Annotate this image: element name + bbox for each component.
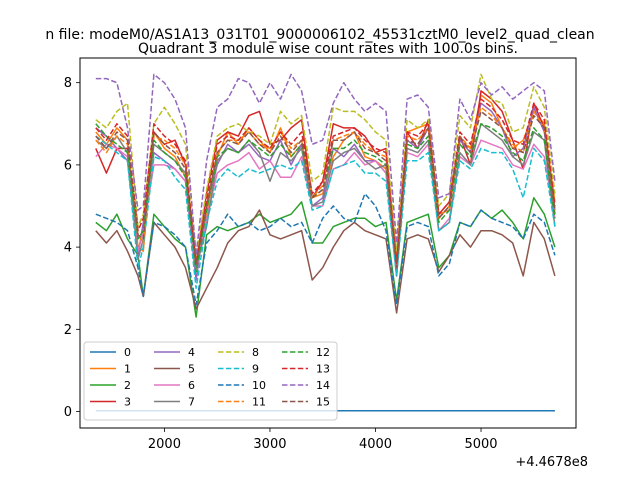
series-line-14	[95, 73, 556, 257]
chart-title: Quadrant 3 module wise count rates with …	[138, 41, 518, 57]
legend-label-4: 4	[188, 346, 195, 359]
legend-label-10: 10	[252, 379, 266, 392]
plot-frame	[79, 57, 577, 429]
series-line-15	[95, 110, 556, 269]
y-tick-label: 2	[64, 323, 72, 338]
legend-label-5: 5	[188, 363, 195, 376]
x-offset-label: +4.4678e8	[515, 455, 588, 470]
x-tick-label: 2000	[148, 437, 181, 452]
legend-label-12: 12	[316, 346, 330, 359]
series-line-10	[95, 192, 556, 306]
legend-label-15: 15	[316, 396, 330, 409]
legend-label-9: 9	[252, 363, 259, 376]
series-line-11	[95, 106, 556, 265]
tick-layer: 2000 3000 4000 5000 0 2 4 6 8	[64, 76, 498, 452]
y-tick-label: 8	[64, 76, 72, 91]
legend-label-6: 6	[188, 379, 195, 392]
series-line-13	[95, 98, 556, 265]
series-line-12	[95, 123, 556, 273]
series-line-9	[95, 135, 556, 289]
series-line-5	[95, 209, 556, 314]
legend-label-14: 14	[316, 379, 330, 392]
series-line-8	[95, 73, 556, 257]
legend-label-3: 3	[124, 396, 131, 409]
x-tick-label: 3000	[253, 437, 286, 452]
legend-label-1: 1	[124, 363, 131, 376]
y-tick-label: 6	[64, 158, 72, 173]
series-layer	[95, 73, 556, 412]
figure-suptitle: n file: modeM0/AS1A13_031T01_9000006102_…	[45, 27, 594, 43]
y-tick-label: 0	[64, 405, 72, 420]
legend-label-11: 11	[252, 396, 266, 409]
legend-label-7: 7	[188, 396, 195, 409]
legend-label-8: 8	[252, 346, 259, 359]
x-tick-label: 4000	[359, 437, 392, 452]
legend-label-0: 0	[124, 346, 131, 359]
legend-label-13: 13	[316, 363, 330, 376]
x-tick-label: 5000	[464, 437, 497, 452]
legend-label-2: 2	[124, 379, 131, 392]
legend-box	[83, 341, 338, 421]
series-line-7	[95, 123, 556, 277]
y-tick-label: 4	[64, 241, 72, 256]
